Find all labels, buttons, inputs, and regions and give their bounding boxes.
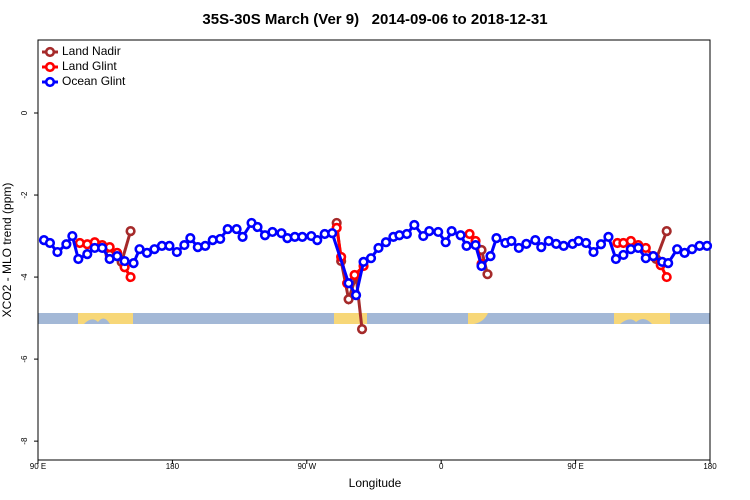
point <box>521 238 532 249</box>
point <box>237 231 248 242</box>
point <box>350 290 362 301</box>
point <box>252 221 263 233</box>
point <box>358 256 369 267</box>
y-axis-label: XCO2 - MLO trend (ppm) <box>0 183 14 318</box>
point <box>373 242 384 254</box>
point <box>679 247 690 258</box>
point <box>215 233 226 245</box>
x-axis-label: Longitude <box>349 476 402 490</box>
point <box>380 237 392 248</box>
legend-label: Ocean Glint <box>62 74 126 88</box>
x-tick-label: 90 E <box>567 462 583 471</box>
point <box>73 253 84 265</box>
point <box>648 251 659 262</box>
x-tick-label: 90 E <box>30 462 46 471</box>
point <box>485 251 496 262</box>
point <box>312 235 323 246</box>
point <box>164 240 175 251</box>
point <box>513 242 524 254</box>
point <box>185 233 196 244</box>
point <box>610 253 622 265</box>
x-tick-label: 90 W <box>297 462 316 471</box>
point <box>618 249 629 261</box>
point <box>455 230 466 241</box>
legend-label: Land Glint <box>62 59 117 73</box>
point <box>603 231 614 242</box>
y-tick-label: -8 <box>20 437 29 445</box>
point <box>134 244 145 255</box>
legend-marker <box>44 46 56 58</box>
legend-label: Land Nadir <box>62 44 121 58</box>
point <box>349 269 360 281</box>
surface-strip <box>38 313 710 324</box>
point <box>231 223 242 235</box>
point <box>343 294 354 305</box>
point <box>588 246 599 258</box>
point <box>672 244 683 255</box>
point <box>267 226 278 238</box>
point <box>661 226 672 237</box>
y-tick-label: -2 <box>20 191 29 199</box>
point <box>82 249 93 260</box>
point <box>461 240 472 251</box>
point <box>440 237 451 248</box>
point <box>297 231 308 242</box>
point <box>171 246 182 258</box>
point <box>409 219 420 231</box>
point <box>661 271 672 283</box>
legend-marker <box>44 76 56 88</box>
point <box>595 239 607 250</box>
point <box>179 239 190 251</box>
point <box>97 242 108 254</box>
legend-marker <box>44 61 56 73</box>
point <box>446 226 457 237</box>
point <box>663 258 674 269</box>
point <box>222 223 233 235</box>
y-tick-label: 0 <box>20 110 29 115</box>
point <box>356 324 368 335</box>
point <box>633 242 644 254</box>
point <box>365 253 377 264</box>
point <box>61 239 72 250</box>
point <box>141 247 153 258</box>
point <box>701 240 713 251</box>
point <box>424 226 435 237</box>
point <box>44 237 56 249</box>
point <box>67 230 78 242</box>
point <box>343 278 354 289</box>
point <box>125 226 136 237</box>
point <box>327 228 338 239</box>
point <box>119 255 130 267</box>
point <box>464 228 475 240</box>
x-tick-label: 180 <box>703 462 717 471</box>
point <box>200 240 211 251</box>
point <box>580 237 592 249</box>
point <box>470 239 481 251</box>
x-tick-label: 180 <box>166 462 180 471</box>
point <box>433 226 444 238</box>
point <box>401 228 412 240</box>
point <box>128 258 139 269</box>
point <box>125 271 136 283</box>
point <box>506 235 517 247</box>
y-tick-label: -4 <box>20 273 29 281</box>
point <box>476 260 487 272</box>
chart-title: 35S-30S March (Ver 9) 2014-09-06 to 2018… <box>202 11 547 28</box>
point <box>52 246 63 258</box>
point <box>112 251 123 262</box>
x-tick-label: 0 <box>439 462 444 471</box>
point <box>530 235 541 246</box>
y-tick-label: -6 <box>20 355 29 363</box>
point <box>558 240 569 251</box>
point <box>491 233 502 244</box>
point <box>482 269 493 280</box>
point <box>536 242 547 253</box>
